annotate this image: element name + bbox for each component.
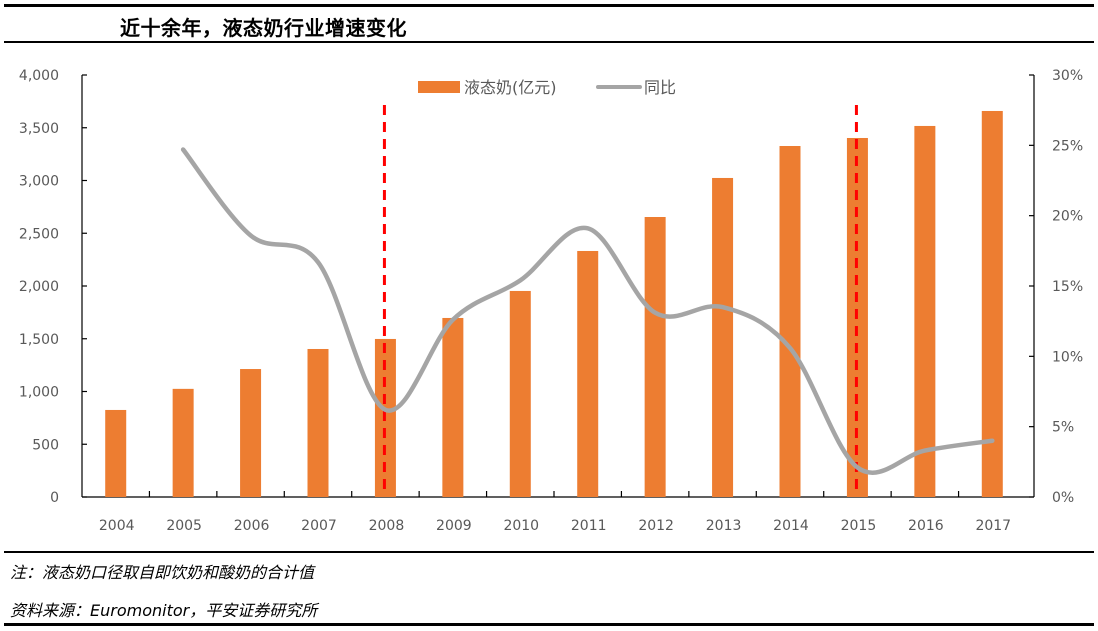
bar-2011 <box>577 250 599 497</box>
bar-2017 <box>981 110 1003 498</box>
bar-2006 <box>240 369 262 497</box>
bar-2016 <box>914 125 936 498</box>
annotation-lines <box>382 105 858 495</box>
legend-swatch-bar <box>418 81 460 93</box>
legend-label-line: 同比 <box>644 78 676 97</box>
x-tick-label: 2009 <box>436 518 472 534</box>
bar-2012 <box>644 217 666 498</box>
left-tick-label: 4,000 <box>19 68 59 84</box>
right-axis: 0% 5% 10% 15% 20% 25% 30% <box>1029 68 1083 506</box>
legend-label-bar: 液态奶(亿元) <box>464 78 557 97</box>
bar-2014 <box>779 146 801 497</box>
x-tick-label: 2011 <box>571 518 607 534</box>
footer-top-rule <box>4 551 1094 553</box>
left-tick-label: 3,500 <box>19 121 59 137</box>
bar-2010 <box>509 290 531 497</box>
bar-2013 <box>712 177 734 497</box>
x-tick-label: 2005 <box>166 518 202 534</box>
left-tick-label: 0 <box>50 490 59 506</box>
left-axis: 0 500 1,000 1,500 2,000 2,500 3,000 3,500 4,000 <box>19 68 87 506</box>
left-tick-label: 1,000 <box>19 385 59 401</box>
right-tick-label: 0% <box>1052 490 1074 506</box>
bar-2005 <box>172 388 194 497</box>
x-tick-label: 2006 <box>234 518 270 534</box>
x-tick-label: 2008 <box>369 518 405 534</box>
legend: 液态奶(亿元) 同比 <box>418 78 676 97</box>
left-tick-label: 2,000 <box>19 279 59 295</box>
x-tick-label: 2004 <box>99 518 135 534</box>
footer-note: 注：液态奶口径取自即饮奶和酸奶的合计值 <box>10 563 315 582</box>
footer-source: 资料来源：Euromonitor，平安证券研究所 <box>10 601 318 620</box>
right-tick-label: 20% <box>1052 209 1083 225</box>
x-axis: 2004 2005 2006 2007 2008 2009 2010 2011 2012 2013… <box>82 491 1034 534</box>
x-tick-label: 2017 <box>975 518 1011 534</box>
x-tick-label: 2015 <box>841 518 877 534</box>
left-tick-label: 2,500 <box>19 226 59 242</box>
right-tick-label: 15% <box>1052 279 1083 295</box>
bar-series <box>105 110 1003 498</box>
bar-2004 <box>105 409 127 497</box>
right-tick-label: 30% <box>1052 68 1083 84</box>
x-tick-label: 2007 <box>301 518 337 534</box>
x-tick-label: 2012 <box>638 518 674 534</box>
title-rule <box>4 41 1094 43</box>
right-tick-label: 5% <box>1052 420 1074 436</box>
x-tick-label: 2014 <box>773 518 809 534</box>
left-tick-label: 500 <box>32 437 59 453</box>
bar-2007 <box>307 348 329 497</box>
footer-bottom-rule <box>4 623 1094 626</box>
right-tick-label: 25% <box>1052 138 1083 154</box>
top-rule <box>4 4 1094 7</box>
right-tick-label: 10% <box>1052 349 1083 365</box>
x-tick-label: 2016 <box>908 518 944 534</box>
line-series <box>180 147 995 475</box>
left-tick-label: 1,500 <box>19 332 59 348</box>
x-tick-label: 2013 <box>706 518 742 534</box>
bar-2009 <box>442 317 464 497</box>
chart-title: 近十余年，液态奶行业增速变化 <box>120 16 407 40</box>
x-tick-label: 2010 <box>503 518 539 534</box>
left-tick-label: 3,000 <box>19 174 59 190</box>
